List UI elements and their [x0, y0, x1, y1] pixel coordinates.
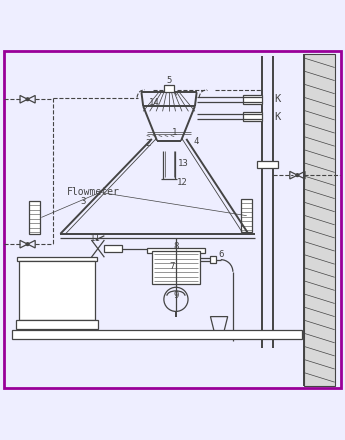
- Text: 6: 6: [219, 250, 224, 259]
- Bar: [304, 55, 335, 385]
- Bar: [164, 85, 174, 92]
- Bar: [241, 199, 252, 232]
- Text: K: K: [274, 94, 280, 104]
- Text: Flowmeter: Flowmeter: [67, 187, 120, 198]
- Bar: [12, 330, 302, 339]
- Text: 2: 2: [146, 139, 151, 148]
- Bar: [29, 201, 40, 234]
- Circle shape: [26, 243, 29, 246]
- Bar: [19, 261, 95, 320]
- Bar: [17, 257, 97, 261]
- Circle shape: [26, 98, 29, 101]
- Bar: [152, 251, 200, 284]
- Text: K: K: [274, 111, 280, 121]
- Text: 14: 14: [149, 98, 160, 106]
- Bar: [243, 95, 262, 104]
- Text: 12: 12: [177, 178, 187, 187]
- Text: 4: 4: [193, 137, 199, 146]
- Bar: [257, 161, 278, 168]
- Text: 3: 3: [80, 197, 86, 205]
- Text: 8: 8: [173, 242, 179, 251]
- Bar: [243, 112, 262, 121]
- Bar: [16, 320, 98, 329]
- Bar: [210, 256, 216, 263]
- Text: 13: 13: [178, 158, 188, 168]
- Text: 7: 7: [170, 262, 175, 271]
- Bar: [147, 248, 205, 253]
- Text: 9: 9: [173, 291, 179, 301]
- Text: 5: 5: [166, 76, 172, 85]
- Text: 11: 11: [89, 235, 100, 243]
- Circle shape: [296, 174, 299, 176]
- Text: 1: 1: [171, 128, 177, 136]
- Bar: [104, 245, 122, 252]
